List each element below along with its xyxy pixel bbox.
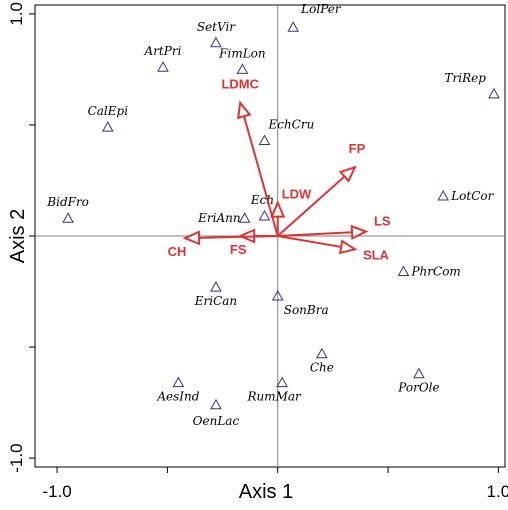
trait-label: CH [168, 244, 187, 259]
y-tick-label: 1.0 [7, 2, 26, 26]
trait-arrow-head [338, 239, 358, 255]
trait-arrow-head [182, 230, 201, 246]
species-label: LotCor [450, 189, 494, 203]
species-label: EriAnn [197, 211, 240, 225]
species-marker [238, 212, 251, 223]
trait-label: LDMC [221, 77, 259, 92]
trait-arrow-shaft [277, 235, 342, 248]
species-label: EriCan [194, 294, 237, 308]
species-marker [210, 281, 222, 292]
species-label: CalEpi [88, 104, 129, 118]
species-label: FimLon [218, 46, 265, 60]
species-label: AesInd [156, 390, 199, 404]
x-axis-ticks: -1.0 1.0 [42, 467, 508, 501]
species-label: SonBra [284, 303, 329, 317]
species-marker [271, 289, 284, 301]
species-label: TriRep [445, 71, 487, 85]
species-label: Che [310, 361, 334, 375]
y-axis-ticks: -1.0 1.0 [7, 2, 35, 473]
species-label: ArtPri [144, 44, 182, 58]
species-label: EchCru [267, 117, 314, 131]
species-marker [397, 265, 410, 277]
species-label: PhrCom [410, 265, 460, 279]
species-label: RumMar [246, 390, 302, 404]
trait-arrow-head [338, 165, 357, 183]
species-marker [157, 61, 169, 72]
trait-label: SLA [363, 247, 390, 262]
species-label: SetVir [197, 20, 236, 34]
trait-arrow-shaft [277, 175, 346, 237]
species-marker [236, 63, 249, 74]
species-marker [258, 209, 271, 221]
species-marker [210, 398, 222, 410]
trait-label: LDW [282, 187, 312, 202]
trait-arrow-head [350, 224, 369, 240]
trait-label: FS [230, 242, 247, 257]
species-marker [437, 189, 450, 201]
species-marker [287, 21, 300, 32]
y-tick-label: -1.0 [7, 443, 26, 472]
species-points: LolPerSetVirFimLonArtPriTriRepCalEpiEchC… [46, 2, 500, 428]
species-marker [62, 212, 74, 223]
species-marker [210, 36, 222, 48]
trait-arrow-head [237, 100, 252, 120]
species-label: BidFro [46, 195, 89, 209]
species-marker [258, 134, 271, 145]
trait-label: LS [374, 214, 391, 229]
species-marker [413, 367, 425, 379]
trait-arrow-head [270, 200, 286, 218]
species-marker [276, 376, 288, 388]
species-marker [101, 121, 114, 132]
species-label: Ech [250, 193, 274, 207]
species-label: OenLac [193, 414, 240, 428]
x-tick-label: 1.0 [487, 482, 508, 501]
species-marker [316, 347, 328, 359]
species-marker [172, 376, 185, 388]
x-tick-label: -1.0 [42, 482, 71, 501]
x-axis-title: Axis 1 [239, 481, 293, 503]
species-marker [488, 87, 500, 99]
species-label: LolPer [300, 2, 342, 16]
y-axis-title: Axis 2 [7, 209, 29, 263]
species-label: PorOle [397, 381, 439, 395]
trait-label: FP [349, 141, 366, 156]
trait-arrow-shaft [277, 231, 353, 237]
trait-arrow-shaft [199, 235, 278, 239]
trait-arrows: LDMC FP LDW LS SLA FS CH [168, 77, 391, 263]
